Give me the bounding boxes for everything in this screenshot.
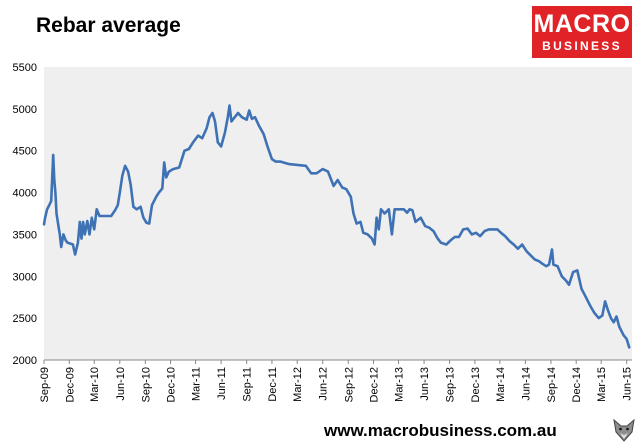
x-tick-label: Sep-14 <box>546 367 558 402</box>
fox-mascot-icon <box>613 418 635 442</box>
x-tick-label: Mar-12 <box>292 367 304 402</box>
y-tick-label: 4500 <box>13 146 37 158</box>
x-tick-label: Dec-14 <box>571 367 583 402</box>
plot-area <box>44 67 632 360</box>
rebar-series-line <box>42 104 631 349</box>
x-tick-label: Mar-14 <box>495 367 507 402</box>
y-tick-label: 5000 <box>13 104 37 116</box>
x-tick-label: Jun-10 <box>115 367 127 401</box>
rebar-line-chart: 2000 2500 3000 3500 4000 4500 5000 5500 Sep-09 De… <box>13 62 634 402</box>
x-tick-label: Sep-12 <box>343 367 355 402</box>
macro-business-logo: MACRO BUSINESS <box>532 6 632 58</box>
x-tick-label: Dec-12 <box>369 367 381 402</box>
y-tick-label: 5500 <box>13 62 37 74</box>
x-tick-label: Sep-13 <box>445 367 457 402</box>
x-tick-label: Jun-15 <box>622 367 634 401</box>
y-tick-label: 3500 <box>13 229 37 241</box>
x-tick-label: Mar-11 <box>191 367 203 401</box>
x-tick-label: Mar-13 <box>394 367 406 402</box>
y-tick-label: 2000 <box>13 355 37 367</box>
chart-title: Rebar average <box>36 14 181 37</box>
x-tick-label: Dec-09 <box>64 367 76 402</box>
x-tick-label: Sep-11 <box>242 367 254 402</box>
x-tick-label: Sep-10 <box>140 367 152 402</box>
x-tick-label: Jun-11 <box>216 367 228 400</box>
logo-line-2: BUSINESS <box>542 39 622 53</box>
x-tick-label: Jun-14 <box>520 367 532 401</box>
x-tick-label: Dec-10 <box>166 367 178 402</box>
x-tick-label: Mar-15 <box>596 367 608 402</box>
y-tick-label: 3000 <box>13 271 37 283</box>
x-tick-label: Mar-10 <box>89 367 101 402</box>
website-url: www.macrobusiness.com.au <box>324 421 557 440</box>
y-tick-label: 2500 <box>13 313 37 325</box>
x-tick-label: Sep-09 <box>39 367 51 402</box>
x-tick-label: Dec-13 <box>470 367 482 402</box>
x-tick-label: Jun-12 <box>318 367 330 401</box>
x-tick-label: Dec-11 <box>267 367 279 402</box>
logo-line-1: MACRO <box>533 10 631 38</box>
y-tick-label: 4000 <box>13 188 37 200</box>
x-tick-label: Jun-13 <box>419 367 431 401</box>
